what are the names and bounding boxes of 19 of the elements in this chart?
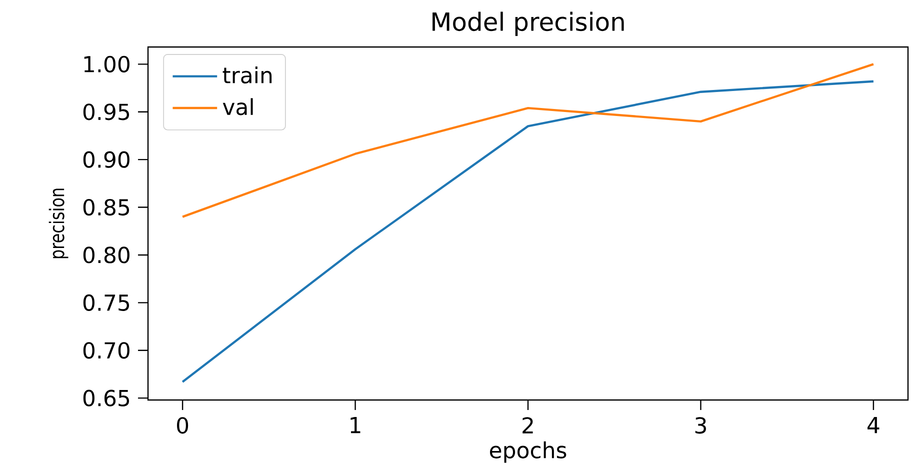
y-tick-label: 0.95 bbox=[83, 104, 130, 120]
y-tick-label: 0.80 bbox=[83, 246, 130, 264]
y-axis-title: precision bbox=[48, 188, 68, 258]
chart-title: Model precision bbox=[432, 12, 624, 36]
x-tick-label: 0 bbox=[177, 417, 188, 434]
x-tick-label: 1 bbox=[350, 417, 360, 434]
x-tick-label: 2 bbox=[522, 417, 533, 434]
legend-label: val bbox=[222, 98, 253, 116]
x-axis-title: epochs bbox=[490, 441, 566, 463]
x-tick-label: 3 bbox=[695, 417, 706, 434]
y-tick-label: 0.85 bbox=[83, 198, 130, 216]
y-tick-label: 0.70 bbox=[83, 342, 130, 359]
y-tick-label: 0.75 bbox=[83, 294, 130, 311]
y-tick-label: 1.00 bbox=[84, 56, 130, 72]
x-tick-label: 4 bbox=[868, 417, 880, 434]
y-tick-label: 0.90 bbox=[83, 151, 130, 168]
line-series bbox=[181, 63, 875, 218]
legend-label: train bbox=[222, 66, 272, 84]
y-tick-label: 0.65 bbox=[83, 390, 130, 406]
